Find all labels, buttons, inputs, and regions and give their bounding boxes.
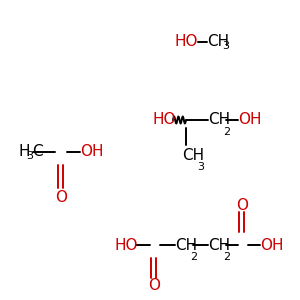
Text: 2: 2 — [190, 252, 197, 262]
Text: O: O — [148, 278, 160, 293]
Text: O: O — [55, 190, 67, 205]
Text: C: C — [32, 145, 43, 160]
Text: CH: CH — [182, 148, 204, 163]
Text: 3: 3 — [222, 41, 229, 51]
Text: HO: HO — [115, 238, 139, 253]
Text: O: O — [236, 197, 248, 212]
Text: 3: 3 — [197, 162, 204, 172]
Text: OH: OH — [238, 112, 262, 128]
Text: OH: OH — [260, 238, 284, 253]
Text: HO: HO — [152, 112, 175, 128]
Text: OH: OH — [80, 145, 104, 160]
Text: CH: CH — [208, 238, 230, 253]
Text: 2: 2 — [223, 127, 230, 137]
Text: CH: CH — [208, 112, 230, 128]
Text: HO: HO — [175, 34, 199, 50]
Text: H: H — [18, 145, 29, 160]
Text: 2: 2 — [223, 252, 230, 262]
Text: CH: CH — [175, 238, 197, 253]
Text: CH: CH — [207, 34, 229, 50]
Text: 3: 3 — [26, 151, 33, 161]
